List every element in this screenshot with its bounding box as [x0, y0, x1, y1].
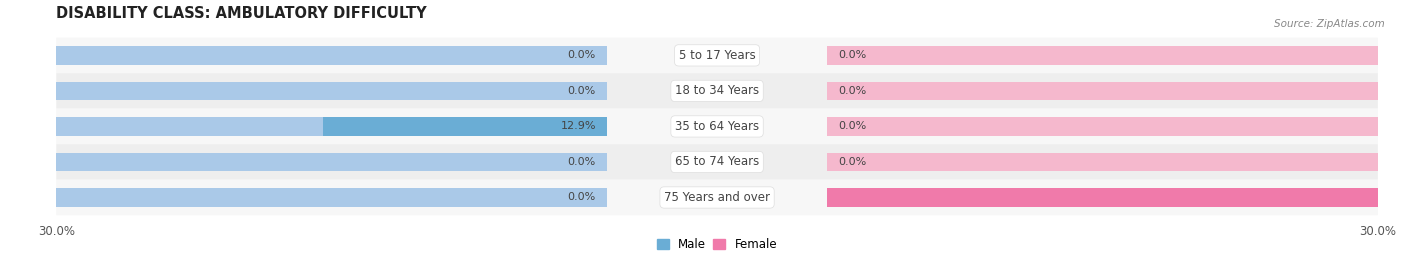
Bar [56, 82, 607, 100]
Bar [827, 46, 1378, 65]
Bar [56, 117, 607, 136]
Legend: Male, Female: Male, Female [652, 234, 782, 256]
FancyBboxPatch shape [56, 38, 1378, 73]
Text: 0.0%: 0.0% [568, 193, 596, 203]
Bar [56, 153, 607, 171]
Bar [323, 117, 607, 136]
Text: 0.0%: 0.0% [838, 86, 866, 96]
Text: 35 to 64 Years: 35 to 64 Years [675, 120, 759, 133]
Bar [827, 188, 1378, 207]
Bar [827, 117, 1378, 136]
Text: 0.0%: 0.0% [568, 50, 596, 60]
Text: DISABILITY CLASS: AMBULATORY DIFFICULTY: DISABILITY CLASS: AMBULATORY DIFFICULTY [56, 6, 427, 22]
Text: 0.0%: 0.0% [838, 157, 866, 167]
Bar [56, 188, 607, 207]
Text: 0.0%: 0.0% [838, 50, 866, 60]
Text: 0.0%: 0.0% [568, 86, 596, 96]
Text: Source: ZipAtlas.com: Source: ZipAtlas.com [1274, 19, 1385, 29]
FancyBboxPatch shape [56, 180, 1378, 215]
Text: 12.9%: 12.9% [561, 121, 596, 132]
Text: 18 to 34 Years: 18 to 34 Years [675, 84, 759, 97]
Bar [827, 82, 1378, 100]
Text: 0.0%: 0.0% [568, 157, 596, 167]
Bar [56, 46, 607, 65]
Text: 75 Years and over: 75 Years and over [664, 191, 770, 204]
Bar [827, 188, 1406, 207]
FancyBboxPatch shape [56, 73, 1378, 109]
Text: 5 to 17 Years: 5 to 17 Years [679, 49, 755, 62]
FancyBboxPatch shape [56, 109, 1378, 144]
Bar [827, 153, 1378, 171]
Text: 27.3%: 27.3% [1384, 193, 1406, 203]
Text: 65 to 74 Years: 65 to 74 Years [675, 155, 759, 168]
FancyBboxPatch shape [56, 144, 1378, 180]
Text: 0.0%: 0.0% [838, 121, 866, 132]
